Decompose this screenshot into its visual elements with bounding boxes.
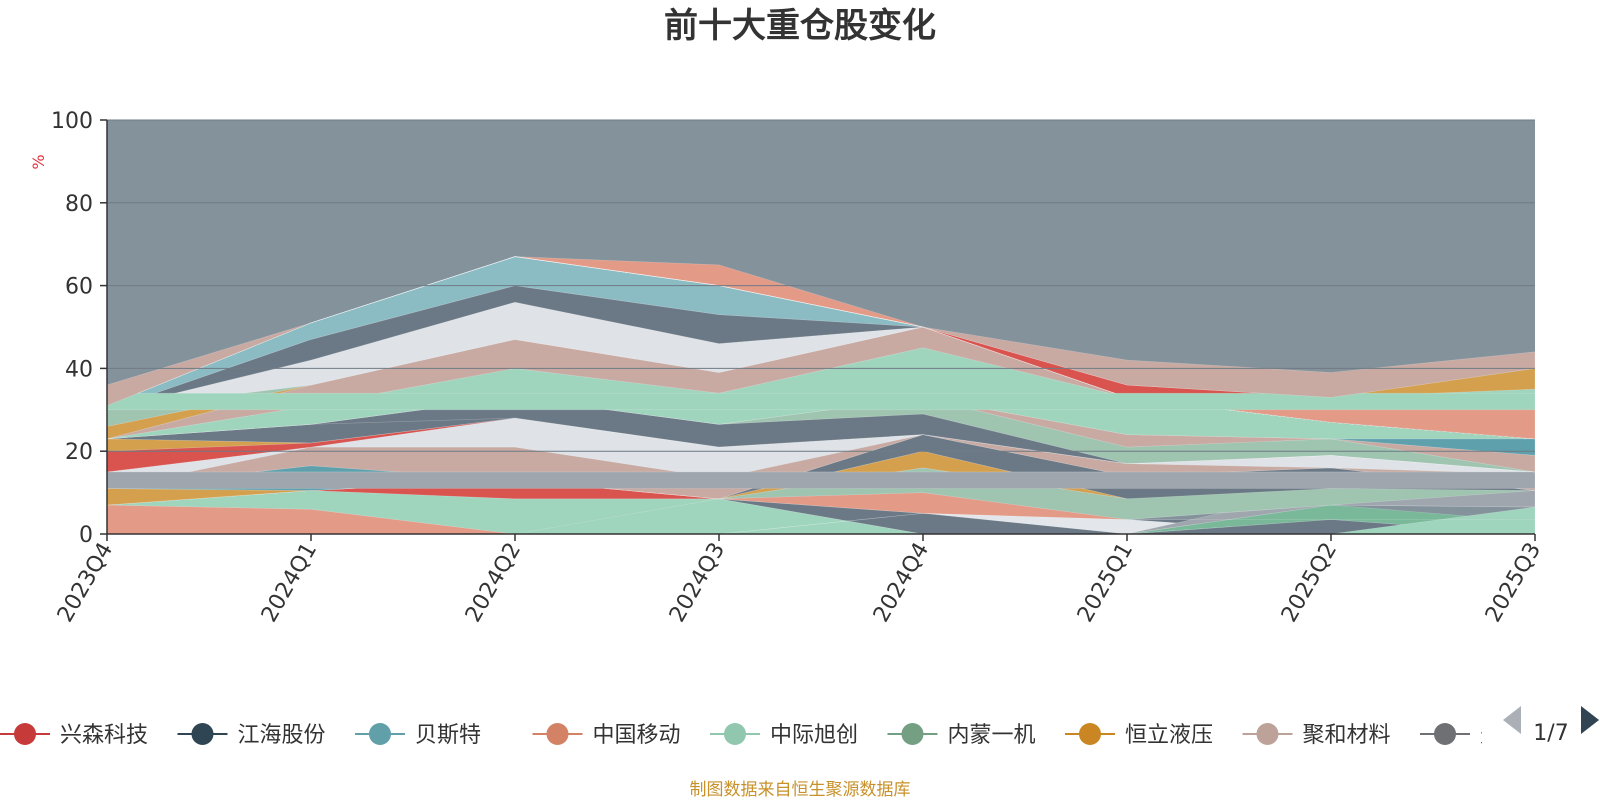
legend: 兴森科技 江海股份 贝斯特 中国移动 中际旭创 内蒙一机 恒立液压 聚和材料 天孚通信 <box>0 723 1568 748</box>
legend-marker <box>901 723 924 745</box>
legend-item[interactable]: 聚和材料 <box>1242 723 1391 748</box>
legend-marker <box>1256 723 1279 745</box>
legend-item[interactable]: 天孚通信 <box>1420 723 1568 748</box>
legend-marker <box>546 723 569 745</box>
legend-label: 恒立液压 <box>1125 723 1213 748</box>
legend-pager: 1/7 <box>1503 706 1599 746</box>
legend-marker <box>14 723 36 745</box>
legend-label: 聚和材料 <box>1303 723 1391 748</box>
x-tick-label: 2025Q3 <box>1481 539 1546 627</box>
y-tick-label: 40 <box>65 357 93 382</box>
y-tick-label: 80 <box>65 192 93 217</box>
chart-title: 前十大重仓股变化 <box>664 6 936 46</box>
x-tick-label: 2025Q2 <box>1277 539 1342 627</box>
legend-marker <box>724 723 746 745</box>
legend-item[interactable]: 内蒙一机 <box>887 723 1036 748</box>
legend-label: 兴森科技 <box>60 723 148 748</box>
legend-item[interactable]: 兴森科技 <box>0 723 148 748</box>
legend-label: 中国移动 <box>593 723 681 748</box>
area-band-37 <box>106 256 1536 440</box>
legend-item[interactable]: 中国移动 <box>532 723 681 748</box>
pager-prev-arrow-icon[interactable] <box>1503 706 1521 734</box>
y-tick-label: 100 <box>51 109 93 134</box>
legend-marker <box>191 723 214 745</box>
legend-item[interactable]: 江海股份 <box>177 723 326 748</box>
area-band-40 <box>106 392 1536 411</box>
x-tick-label: 2024Q2 <box>461 539 526 627</box>
y-tick-label: 0 <box>79 523 93 548</box>
legend-item[interactable]: 中际旭创 <box>710 723 858 748</box>
x-tick-label: 2024Q4 <box>869 539 934 627</box>
legend-marker <box>1434 723 1456 745</box>
legend-label: 江海股份 <box>238 723 326 748</box>
legend-item[interactable]: 恒立液压 <box>1065 723 1213 748</box>
area-band-19 <box>106 471 1536 489</box>
x-tick-label: 2024Q1 <box>257 539 322 627</box>
y-tick-label: 20 <box>65 440 93 465</box>
plot-area: 0 20 40 60 80 100 2023Q4 2024Q1 2024Q2 2024Q3 2024… <box>51 109 1546 627</box>
legend-item[interactable]: 贝斯特 <box>355 723 481 748</box>
legend-marker <box>369 723 391 745</box>
legend-label: 贝斯特 <box>415 723 481 748</box>
pager-status: 1/7 <box>1533 721 1568 746</box>
pager-next-arrow-icon[interactable] <box>1581 706 1599 734</box>
legend-label: 天孚通信 <box>1480 723 1568 748</box>
x-tick-label: 2025Q1 <box>1073 539 1138 627</box>
y-tick-label: 60 <box>65 275 93 300</box>
legend-label: 内蒙一机 <box>948 723 1036 748</box>
area-band-25 <box>106 397 1536 473</box>
source-footer: 制图数据来自恒生聚源数据库 <box>690 780 911 800</box>
legend-marker <box>1079 723 1101 745</box>
y-axis-unit-label: % <box>29 154 48 169</box>
area-band-26 <box>106 397 1536 456</box>
area-band-39 <box>106 256 1536 406</box>
x-tick-label: 2023Q4 <box>53 539 118 627</box>
legend-label: 中际旭创 <box>770 723 858 748</box>
x-tick-label: 2024Q3 <box>665 539 730 627</box>
gridlines <box>107 119 1535 452</box>
